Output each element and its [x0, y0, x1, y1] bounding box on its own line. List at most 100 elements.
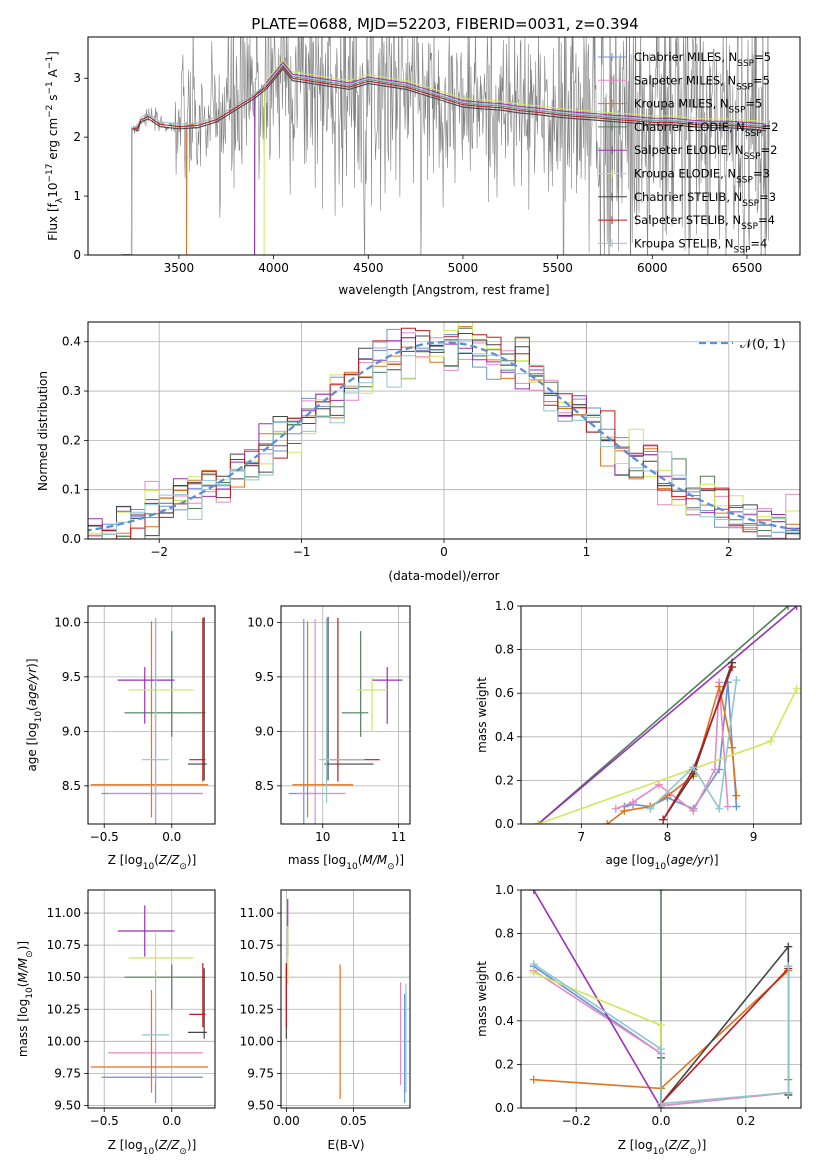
plot-area-spectrum [122, 37, 770, 255]
label-fragment: )] [709, 853, 718, 867]
y-tick-label: 9.75 [54, 1066, 81, 1080]
legend-label-chabrier_stelib: Chabrier STELIB, NSSP=3 [634, 190, 776, 209]
y-tick-label: 10.0 [247, 615, 274, 629]
legend-label-kroupa_elodie: Kroupa ELODIE, NSSP=3 [634, 167, 770, 186]
x-tick-label: −0.5 [90, 830, 119, 844]
x-tick-label: 0.05 [340, 1114, 367, 1128]
label-fragment: ⊙ [689, 1147, 697, 1157]
label-fragment: ( [154, 853, 159, 867]
y-tick-label: 10.50 [240, 970, 274, 984]
weight-marker-salpeter_stelib [659, 815, 668, 824]
x-tick-label: 0.2 [736, 1114, 755, 1128]
weight-marker-chabrier_stelib [784, 942, 793, 951]
label-fragment: Flux [f [46, 202, 60, 240]
x-tick-label: 7 [577, 830, 585, 844]
histogram-kroupa_stelib [88, 336, 800, 539]
label-fragment: =5 [745, 97, 762, 111]
label-fragment: Kroupa MILES, N [634, 97, 729, 111]
weight-marker-kroupa_stelib [689, 763, 698, 772]
weight-marker-chabrier_elodie [657, 890, 665, 894]
y-tick-label: 9.75 [247, 1066, 274, 1080]
axes-spectrum: 3500 4000 4500 5000 5500 6000 6500 0 1 2 3 waveleng… [45, 36, 801, 297]
label-fragment: M/M [16, 957, 30, 982]
y-axis-label: Normed distribution [36, 371, 50, 491]
weight-marker-kroupa_stelib [784, 1088, 793, 1097]
weight-line-salpeter_elodie [537, 606, 798, 824]
weight-line-chabrier_stelib [660, 944, 790, 1106]
x-axis-label: mass [log10(M/M⊙)] [288, 853, 404, 872]
plot-area-weight_vs_age [534, 606, 801, 824]
label-fragment: SSP [744, 152, 761, 162]
y-tick-label: 11.00 [47, 906, 81, 920]
label-fragment: 10 [653, 1147, 665, 1157]
label-fragment: ⊙ [387, 862, 395, 872]
legend-label-chabrier_miles: Chabrier MILES, NSSP=5 [634, 50, 771, 69]
y-tick-label: 1 [73, 189, 81, 203]
label-fragment: Z [log [618, 1138, 653, 1152]
label-fragment: SSP [736, 176, 753, 186]
label-fragment: −1 [45, 81, 55, 94]
x-axis-label: Z [log10(Z/Z⊙)] [618, 1138, 707, 1157]
label-fragment: SSP [736, 82, 753, 92]
label-fragment: =2 [761, 143, 778, 157]
label-fragment: ⊙ [179, 862, 187, 872]
y-tick-label: 0.0 [495, 817, 514, 831]
weight-marker-salpeter_miles [654, 780, 663, 789]
y-tick-label: 9.50 [247, 1098, 274, 1112]
label-fragment: SSP [741, 222, 758, 232]
axes-frame [280, 889, 411, 1109]
label-fragment: erg cm [46, 118, 60, 164]
label-fragment: ⊙ [179, 1147, 187, 1157]
weight-line-salpeter_stelib [660, 966, 790, 1105]
label-fragment: Salpeter MILES, N [634, 73, 736, 87]
legend-label-kroupa_miles: Kroupa MILES, NSSP=5 [634, 97, 762, 116]
y-tick-label: 9.50 [54, 1098, 81, 1112]
label-fragment: Salpeter ELODIE, N [634, 143, 744, 157]
weight-marker-salpeter_miles [611, 804, 620, 813]
label-fragment: 10 [25, 987, 35, 999]
y-tick-label: 3 [73, 71, 81, 85]
x-axis-label: E(B-V) [327, 1138, 364, 1152]
label-fragment: =4 [758, 213, 775, 227]
x-tick-label: 5500 [542, 261, 573, 275]
y-tick-label: 10.0 [54, 615, 81, 629]
weight-marker-salpeter_miles [710, 765, 719, 774]
y-tick-label: 2 [73, 130, 81, 144]
y-tick-label: 10.50 [47, 970, 81, 984]
x-tick-label: 4000 [258, 261, 289, 275]
weight-line-kroupa_stelib [649, 679, 738, 812]
label-fragment: )] [25, 658, 39, 667]
y-tick-label: 1.0 [495, 883, 514, 897]
plot-area-age_vs_Z [90, 616, 209, 824]
x-tick-label: 6500 [732, 261, 763, 275]
label-fragment: )] [16, 941, 30, 950]
axes-residuals: −2 −1 0 1 2 0.0 0.1 0.2 0.3 0.4 (data-model)/error… [36, 321, 801, 583]
weight-marker-salpeter_miles [689, 806, 698, 815]
label-fragment: Chabrier STELIB, N [634, 190, 742, 204]
plot-area-mass_vs_Z [90, 905, 209, 1103]
x-tick-label: 3500 [164, 261, 195, 275]
y-tick-label: 10.75 [47, 938, 81, 952]
weight-line-kroupa_miles [606, 686, 738, 824]
plot-area-mass_vs_ebv [285, 898, 407, 1103]
label-fragment: )] [187, 1138, 196, 1152]
axes-frame [87, 321, 801, 540]
axes-frame [87, 36, 801, 256]
label-fragment: )] [697, 1138, 706, 1152]
weight-marker-kroupa_elodie [534, 820, 543, 824]
y-tick-label: 11.00 [240, 906, 274, 920]
x-tick-label: 10 [315, 830, 330, 844]
y-tick-label: 9.5 [62, 670, 81, 684]
x-tick-label: 2 [725, 545, 733, 559]
label-fragment: Chabrier ELODIE, N [634, 120, 745, 134]
y-axis-label: Flux [fλ10−17 erg cm−2 s−1 A−1] [45, 51, 65, 241]
legend-label-salpeter_stelib: Salpeter STELIB, NSSP=4 [634, 213, 775, 232]
label-fragment: M/M [362, 853, 387, 867]
x-tick-label: 6000 [637, 261, 668, 275]
weight-marker-kroupa_elodie [792, 684, 801, 693]
axes-frame [520, 889, 802, 1109]
weight-marker-kroupa_elodie [766, 737, 775, 746]
plot-area-weight_vs_Z [529, 890, 793, 1108]
y-tick-label: 0.2 [62, 433, 81, 447]
